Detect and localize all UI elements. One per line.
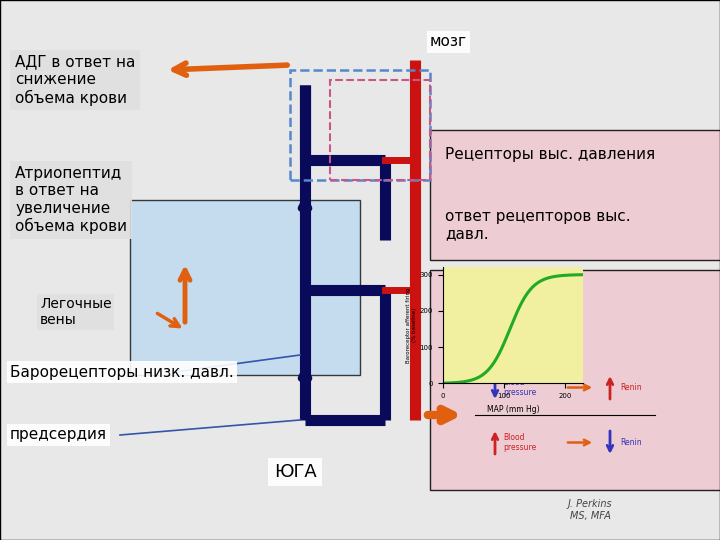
FancyBboxPatch shape xyxy=(430,270,720,490)
Text: J. Perkins
MS, MFA: J. Perkins MS, MFA xyxy=(567,499,612,521)
FancyBboxPatch shape xyxy=(430,130,720,260)
Text: Барорецепторы низк. давл.: Барорецепторы низк. давл. xyxy=(10,364,234,380)
Text: Blood
pressure: Blood pressure xyxy=(503,378,536,397)
Text: АДГ в ответ на
снижение
объема крови: АДГ в ответ на снижение объема крови xyxy=(15,55,135,106)
Y-axis label: Baroreceptor afferent firing
(% baseline): Baroreceptor afferent firing (% baseline… xyxy=(406,288,417,363)
Text: мозг: мозг xyxy=(430,35,467,50)
Text: Renin: Renin xyxy=(620,438,642,447)
Text: Рецепторы выс. давления: Рецепторы выс. давления xyxy=(445,147,655,163)
Text: Легочные
вены: Легочные вены xyxy=(40,297,112,327)
X-axis label: MAP (mm Hg): MAP (mm Hg) xyxy=(487,404,539,414)
Text: ответ рецепторов выс.
давл.: ответ рецепторов выс. давл. xyxy=(445,209,631,241)
FancyBboxPatch shape xyxy=(130,200,360,375)
Text: предсердия: предсердия xyxy=(10,428,107,442)
Text: ЮГА: ЮГА xyxy=(274,463,316,481)
Text: Атриопептид
в ответ на
увеличение
объема крови: Атриопептид в ответ на увеличение объема… xyxy=(15,166,127,234)
Text: Blood
pressure: Blood pressure xyxy=(503,433,536,452)
Text: Renin: Renin xyxy=(620,383,642,392)
